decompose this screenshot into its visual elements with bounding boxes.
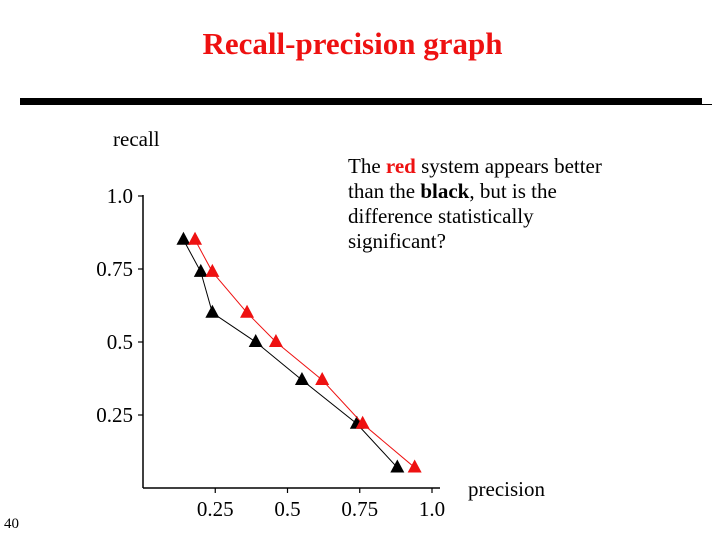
red-series	[188, 231, 422, 473]
black-series-point	[294, 371, 309, 385]
red-series-point	[240, 304, 255, 318]
title-rule-thin	[20, 104, 712, 105]
x-axis-label: precision	[468, 477, 545, 501]
red-series-point	[407, 459, 422, 473]
title-rule	[20, 98, 702, 104]
red-series-point	[268, 334, 283, 347]
y-tick-label: 0.75	[96, 257, 133, 281]
x-tick-label: 0.75	[341, 497, 378, 521]
y-ticks: 1.0 0.75 0.5 0.25	[96, 184, 143, 427]
slide-title: Recall-precision graph	[202, 26, 503, 61]
callout-part2: system appears better than the	[348, 154, 602, 203]
callout-text: The red system appears better than the b…	[348, 154, 608, 254]
red-series-point	[315, 371, 330, 385]
x-tick-label: 0.5	[274, 497, 300, 521]
black-series-point	[390, 459, 405, 473]
page-number: 40	[4, 516, 19, 532]
y-tick-label: 0.5	[107, 330, 133, 354]
series-layer	[176, 231, 422, 473]
callout-black-word: black	[420, 179, 470, 203]
callout-part3: , but is the difference statistically si…	[348, 179, 557, 253]
callout-red-word: red	[385, 154, 416, 178]
x-tick-label: 0.25	[197, 497, 234, 521]
red-series-line	[194, 239, 415, 468]
x-tick-label: 1.0	[419, 497, 445, 521]
x-ticks: 0.25 0.5 0.75 1.0	[197, 488, 445, 521]
red-series-point	[355, 415, 370, 429]
black-series-point	[205, 304, 220, 318]
red-series-point	[188, 231, 203, 245]
black-series	[176, 231, 405, 473]
black-series-point	[248, 334, 263, 347]
callout-part1: The	[348, 154, 386, 178]
y-tick-label: 0.25	[96, 403, 133, 427]
y-axis-label: recall	[113, 127, 160, 151]
black-series-point	[176, 231, 191, 245]
black-series-point	[193, 263, 208, 277]
y-tick-label: 1.0	[107, 184, 133, 208]
red-series-point	[205, 263, 220, 277]
